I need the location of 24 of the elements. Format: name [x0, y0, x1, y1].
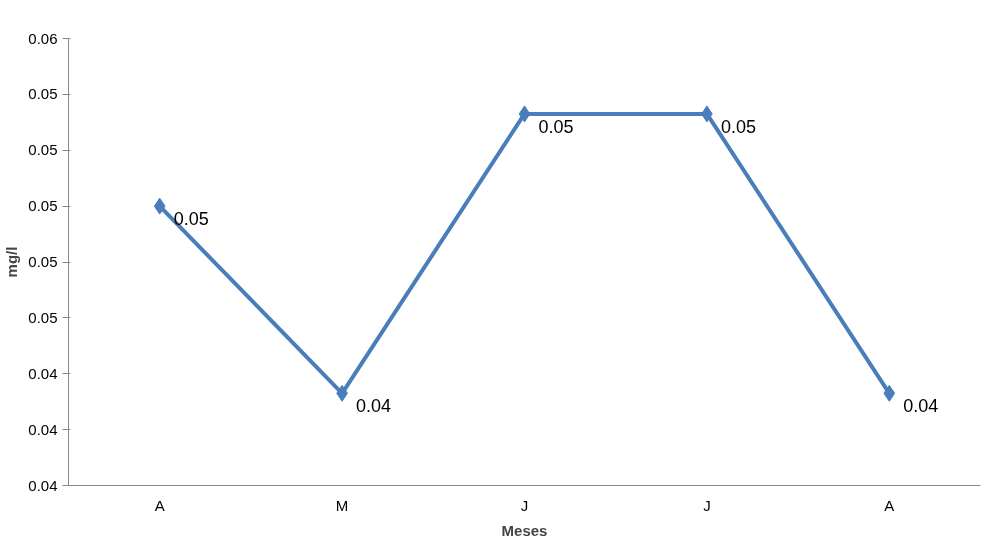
y-tick-label: 0.04	[28, 364, 58, 382]
y-tick-label: 0.05	[28, 197, 58, 215]
y-tick-label: 0.06	[28, 29, 58, 47]
data-label: 0.05	[173, 209, 209, 230]
x-tick-label: A	[884, 496, 895, 514]
y-tick-label: 0.05	[28, 85, 58, 103]
y-axis-title: mg/l	[3, 246, 21, 278]
y-tick-label: 0.05	[28, 253, 58, 270]
point	[518, 105, 531, 123]
point	[883, 384, 896, 402]
y-tick-label: 0.05	[28, 308, 58, 326]
data-label: 0.05	[538, 116, 574, 137]
y-tick-label: 0.04	[28, 476, 58, 494]
y-tick-label: 0.05	[28, 141, 58, 159]
x-tick-label: A	[154, 496, 165, 514]
x-tick-label: M	[335, 496, 349, 514]
x-tick-label: J	[520, 496, 529, 514]
data-label: 0.05	[720, 116, 756, 137]
x-tick-label: J	[703, 496, 711, 514]
data-label: 0.04	[356, 396, 392, 417]
x-axis-title: Meses	[501, 521, 548, 539]
y-tick-label: 0.04	[28, 420, 58, 438]
data-label: 0.04	[903, 396, 939, 417]
point	[153, 197, 166, 215]
